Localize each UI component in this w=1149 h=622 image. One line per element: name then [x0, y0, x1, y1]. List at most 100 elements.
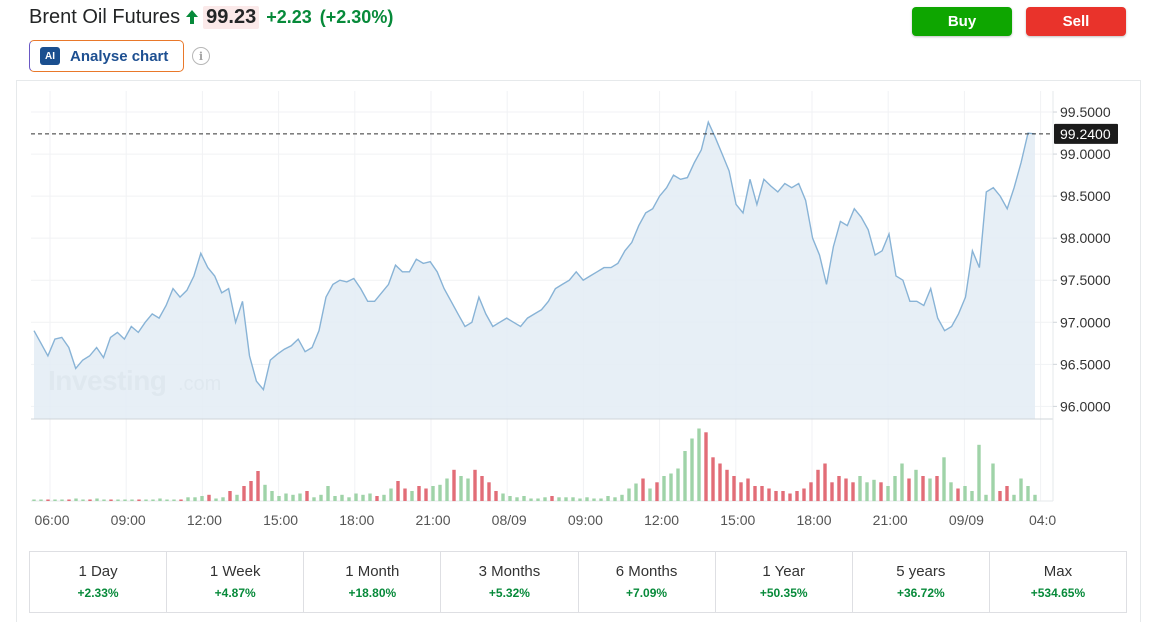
volume-bar	[102, 499, 106, 501]
volume-bar	[1019, 478, 1023, 501]
period-change: +18.80%	[348, 586, 397, 600]
price-chart-panel[interactable]: Investing.com99.500099.000098.500098.000…	[16, 80, 1141, 622]
current-price-tag	[1054, 123, 1118, 144]
volume-bar	[186, 497, 190, 502]
volume-bar	[837, 476, 841, 501]
volume-bar	[578, 498, 582, 501]
period-change: +4.87%	[214, 586, 256, 600]
x-tick-label: 15:00	[263, 512, 298, 528]
period-5y[interactable]: 5 years +36.72%	[853, 552, 990, 612]
volume-bar	[95, 498, 99, 501]
price-chart[interactable]: Investing.com99.500099.000098.500098.000…	[17, 81, 1142, 551]
volume-bar	[963, 486, 967, 501]
volume-bar	[347, 497, 351, 502]
period-label: 1 Month	[345, 563, 400, 580]
x-tick-label: 15:00	[720, 512, 755, 528]
volume-bar	[263, 484, 267, 502]
last-price: 99.23	[203, 5, 260, 29]
volume-bar	[970, 491, 974, 501]
volume-bar	[172, 499, 176, 501]
volume-bar	[753, 486, 757, 501]
volume-bar	[473, 469, 477, 502]
volume-bar	[277, 496, 281, 501]
volume-bar	[151, 499, 155, 501]
period-3m[interactable]: 3 Months +5.32%	[441, 552, 579, 612]
period-label: 3 Months	[478, 563, 541, 580]
period-change: +7.09%	[626, 586, 668, 600]
info-icon[interactable]: i	[192, 47, 210, 65]
volume-bar	[529, 498, 533, 501]
period-1d[interactable]: 1 Day +2.33%	[30, 552, 168, 612]
period-1y[interactable]: 1 Year +50.35%	[716, 552, 853, 612]
volume-bar	[725, 469, 729, 502]
volume-bar	[711, 457, 715, 502]
volume-bar	[851, 482, 855, 502]
volume-bar	[900, 463, 904, 501]
volume-bar	[977, 444, 981, 502]
volume-bar	[585, 497, 589, 502]
volume-bar	[795, 491, 799, 501]
period-max[interactable]: Max +534.65%	[990, 552, 1126, 612]
volume-bar	[1005, 486, 1009, 501]
buy-button[interactable]: Buy	[912, 7, 1012, 36]
instrument-header: Brent Oil Futures 99.23 +2.23 (+2.30%)	[29, 4, 393, 30]
volume-bar	[382, 494, 386, 502]
analyse-chart-button[interactable]: AI Analyse chart	[29, 40, 184, 72]
volume-bar	[998, 491, 1002, 501]
volume-bar	[221, 497, 225, 502]
volume-bar	[914, 469, 918, 502]
y-tick-label: 98.5000	[1060, 188, 1111, 204]
price-change: +2.23	[266, 6, 312, 27]
x-tick-label: 12:00	[644, 512, 679, 528]
volume-bar	[802, 488, 806, 501]
volume-bar	[830, 482, 834, 502]
volume-bar	[361, 494, 365, 502]
volume-bar	[60, 499, 64, 501]
volume-bar	[228, 491, 232, 501]
x-tick-label: 04:0	[1029, 512, 1056, 528]
volume-bar	[515, 497, 519, 502]
volume-bar	[375, 496, 379, 501]
volume-bar	[130, 499, 134, 501]
volume-bar	[249, 481, 253, 501]
volume-bar	[116, 499, 120, 501]
volume-bar	[109, 499, 113, 501]
volume-bar	[214, 498, 218, 501]
volume-bar	[326, 486, 330, 501]
period-label: 1 Year	[762, 563, 805, 580]
sell-button[interactable]: Sell	[1026, 7, 1126, 36]
volume-bar	[298, 493, 302, 501]
volume-bar	[844, 478, 848, 501]
ai-icon: AI	[40, 47, 60, 65]
x-tick-label: 18:00	[796, 512, 831, 528]
y-tick-label: 99.0000	[1060, 146, 1111, 162]
volume-bar	[648, 488, 652, 501]
period-6m[interactable]: 6 Months +7.09%	[579, 552, 716, 612]
period-1w[interactable]: 1 Week +4.87%	[167, 552, 305, 612]
volume-bar	[354, 493, 358, 501]
volume-bar	[270, 491, 274, 501]
volume-bar	[809, 482, 813, 502]
volume-bar	[438, 484, 442, 502]
period-1m[interactable]: 1 Month +18.80%	[304, 552, 442, 612]
volume-bar	[144, 499, 148, 501]
volume-bar	[921, 476, 925, 501]
volume-bar	[879, 482, 883, 502]
volume-bar	[291, 494, 295, 502]
x-tick-label: 09:00	[568, 512, 603, 528]
volume-bar	[410, 491, 414, 501]
arrow-up-icon	[186, 10, 199, 24]
current-price-label: 99.2400	[1060, 126, 1111, 142]
volume-bar	[669, 473, 673, 501]
y-tick-label: 98.0000	[1060, 230, 1111, 246]
volume-bar	[634, 483, 638, 501]
volume-bar	[256, 471, 260, 501]
volume-bar	[984, 494, 988, 502]
volume-bar	[683, 451, 687, 501]
volume-bar	[676, 468, 680, 501]
period-change: +534.65%	[1030, 586, 1086, 600]
volume-bar	[53, 499, 57, 501]
volume-bar	[501, 493, 505, 501]
period-label: 1 Week	[209, 563, 261, 580]
volume-bar	[704, 432, 708, 502]
